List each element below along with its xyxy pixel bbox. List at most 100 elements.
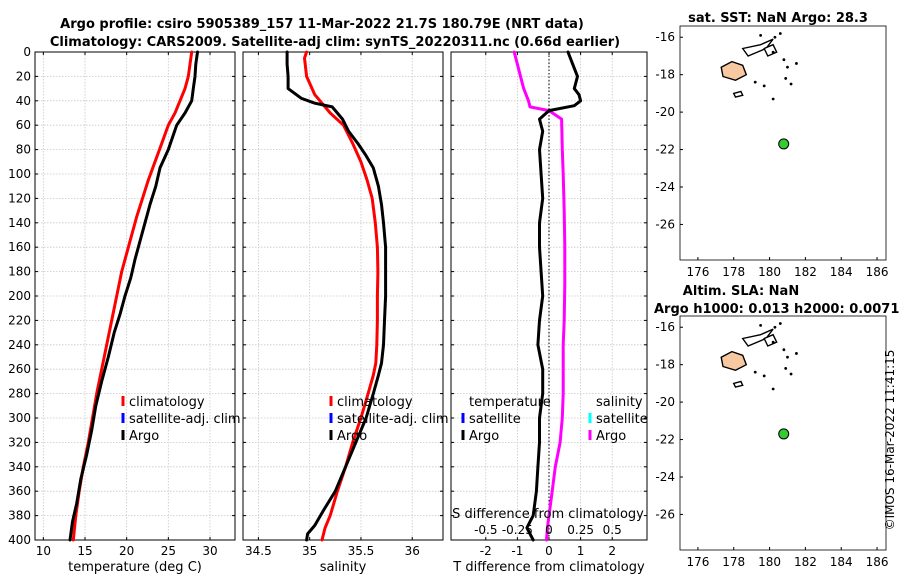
small-island-dot — [759, 33, 763, 37]
map-frame — [679, 315, 887, 551]
x-tick-label: 15 — [77, 544, 92, 558]
x-tick-label: 35.5 — [348, 544, 375, 558]
y-tick-label: 300 — [8, 411, 31, 425]
y-tick-label: 20 — [16, 69, 31, 83]
argo-float-marker — [778, 428, 790, 440]
small-island-dot — [759, 323, 763, 327]
series-line-argo-salinity-diff — [512, 50, 567, 542]
land-island-shape — [741, 38, 774, 57]
top-tick-label: 0.5 — [603, 523, 622, 537]
small-island-dot — [771, 97, 775, 101]
map-sla-panel: 176 178 180 182 184 186 -16 -18 -20 -22 -24 -26 Alti… — [654, 284, 899, 569]
imos-timestamp-watermark: ©IMOS 16-Mar-2022 11:41:15 — [883, 350, 897, 531]
y-tick-label: -20 — [655, 395, 675, 409]
small-island-dot — [771, 50, 775, 54]
small-island-dot — [789, 82, 793, 86]
land-island-shape — [741, 328, 774, 347]
top-axis-label: S difference from climatology — [452, 507, 644, 522]
map-sst-panel: 176 178 180 182 184 186 -16 -18 -20 -22 -24 -26 sat.… — [655, 11, 888, 279]
y-tick-label: -16 — [655, 320, 675, 334]
x-tick-label: 176 — [686, 555, 709, 569]
top-tick-label: 0.25 — [567, 523, 594, 537]
legend-label: satellite-adj. clim — [129, 412, 241, 427]
y-tick-label: -18 — [655, 68, 675, 82]
small-island-dot — [753, 370, 757, 374]
x-tick-label: -1 — [511, 544, 523, 558]
x-tick-label: 184 — [830, 555, 853, 569]
small-island-dot — [795, 62, 798, 65]
x-tick-label: 176 — [686, 265, 709, 279]
legend-label: Argo — [469, 429, 499, 444]
small-island-dot — [773, 35, 777, 39]
y-tick-label: -24 — [655, 470, 675, 484]
y-tick-label: 100 — [8, 167, 31, 181]
map-title: sat. SST: NaN Argo: 28.3 — [688, 11, 868, 26]
legend-label: satellite — [596, 412, 648, 427]
small-island-dot — [778, 32, 782, 35]
legend-label: Argo — [596, 429, 626, 444]
y-tick-label: 380 — [8, 509, 31, 523]
small-island-dot — [771, 387, 775, 391]
y-tick-label: 320 — [8, 435, 31, 449]
map-title: Altim. SLA: NaN — [683, 284, 799, 299]
y-tick-label: 400 — [8, 533, 31, 547]
y-tick-label: -22 — [655, 143, 675, 157]
land-island-shape — [732, 90, 744, 98]
x-tick-label: 178 — [722, 265, 745, 279]
y-tick-label: 200 — [8, 289, 31, 303]
y-tick-label: 260 — [8, 362, 31, 376]
y-tick-label: 140 — [8, 216, 31, 230]
x-tick-label: 25 — [161, 544, 176, 558]
salinity-panel: 34.5 35 35.5 36 salinity climatology satellite… — [242, 50, 449, 575]
top-tick-label: -0.5 — [474, 523, 497, 537]
y-tick-label: -18 — [655, 358, 675, 372]
small-island-dot — [778, 322, 782, 325]
x-tick-label: 178 — [722, 555, 745, 569]
x-tick-label: 34.5 — [245, 544, 272, 558]
y-tick-label: 120 — [8, 191, 31, 205]
y-tick-label: -26 — [655, 217, 675, 231]
series-line-argo — [285, 50, 388, 542]
y-tick-label: 360 — [8, 484, 31, 498]
x-tick-label: 182 — [794, 555, 817, 569]
y-tick-label: -26 — [655, 507, 675, 521]
x-axis-label: salinity — [320, 560, 367, 575]
small-island-dot — [782, 58, 786, 62]
legend-label: satellite — [469, 412, 521, 427]
small-island-dot — [784, 77, 788, 80]
x-tick-label: 2 — [608, 544, 616, 558]
y-tick-label: -20 — [655, 105, 675, 119]
figure-title-line1: Argo profile: csiro 5905389_157 11-Mar-2… — [60, 17, 584, 32]
legend-label: temperature — [469, 395, 551, 410]
x-tick-label: 180 — [758, 555, 781, 569]
difference-panel: -2 -1 0 1 2 T difference from climatology temp… — [450, 50, 648, 575]
y-tick-label: -24 — [655, 180, 675, 194]
x-axis-label: temperature (deg C) — [68, 560, 202, 575]
y-tick-label: 280 — [8, 387, 31, 401]
y-tick-label: -16 — [655, 30, 675, 44]
legend-label: satellite-adj. clim — [337, 412, 449, 427]
argo-float-marker — [778, 138, 790, 150]
y-tick-label: -22 — [655, 433, 675, 447]
x-tick-label: 186 — [866, 555, 889, 569]
y-tick-label: 60 — [16, 118, 31, 132]
y-tick-label: 160 — [8, 240, 31, 254]
y-tick-label: 40 — [16, 94, 31, 108]
small-island-dot — [795, 352, 798, 355]
temperature-panel: 0 20 40 60 80 100 120 140 160 180 200 220 240 260 280 3… — [8, 45, 241, 575]
x-axis-label: T difference from climatology — [452, 560, 645, 575]
x-tick-label: -2 — [480, 544, 492, 558]
top-tick-label: -0.25 — [502, 523, 533, 537]
land-island-shape — [732, 380, 744, 388]
legend-label: climatology — [337, 395, 413, 410]
y-tick-label: 0 — [23, 45, 31, 59]
x-tick-label: 35 — [302, 544, 317, 558]
legend-label: salinity — [596, 395, 643, 410]
small-island-dot — [771, 340, 775, 344]
x-tick-label: 0 — [545, 544, 553, 558]
x-tick-label: 184 — [830, 265, 853, 279]
land-island-shape — [720, 60, 748, 82]
series-line-argo — [68, 50, 199, 542]
y-tick-label: 240 — [8, 338, 31, 352]
